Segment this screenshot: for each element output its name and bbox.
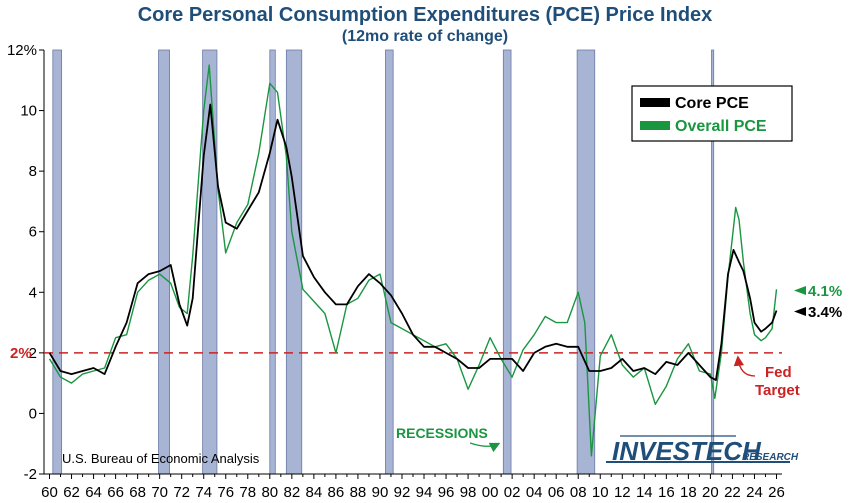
series-lines [48, 64, 778, 457]
recessions-label: RECESSIONS [396, 425, 488, 441]
y-tick-label: 2 [29, 345, 37, 362]
core-last-value: 3.4% [808, 304, 842, 321]
fed-target-arrow [733, 355, 756, 377]
x-tick-label: 68 [129, 484, 146, 501]
y-tick-label: 6 [29, 224, 37, 241]
x-tick-label: 98 [460, 484, 477, 501]
logo-wordmark: INVESTECH [612, 436, 762, 466]
x-tick-label: 60 [41, 484, 58, 501]
y-tick-label: 4 [29, 284, 37, 301]
x-tick-label: 02 [504, 484, 521, 501]
recession-band-7 [576, 49, 596, 475]
x-tick-label: 82 [283, 484, 300, 501]
overall-last-value: 4.1% [808, 283, 842, 300]
logo-subtext: RESEARCH [742, 452, 799, 463]
recession-band-1 [158, 49, 170, 475]
x-tick-label: 16 [658, 484, 675, 501]
x-tick-label: 24 [746, 484, 763, 501]
overall-last-arrow [794, 286, 806, 295]
x-tick-label: 86 [328, 484, 345, 501]
recessions-arrow [469, 442, 501, 453]
chart-subtitle: (12mo rate of change) [341, 28, 509, 45]
x-tick-label: 84 [306, 484, 323, 501]
core-last-arrow [794, 307, 806, 316]
recession-band-5 [385, 49, 394, 475]
y-tick-label: -2 [24, 466, 37, 483]
chart-title: Core Personal Consumption Expenditures (… [137, 4, 713, 26]
x-tick-label: 66 [107, 484, 124, 501]
x-tick-label: 72 [173, 484, 190, 501]
legend: Core PCE Overall PCE [631, 85, 793, 142]
y-tick-label: 8 [29, 163, 37, 180]
x-tick-label: 76 [217, 484, 234, 501]
x-tick-label: 04 [526, 484, 543, 501]
x-tick-label: 22 [724, 484, 741, 501]
investech-logo: INVESTECH RESEARCH [606, 435, 799, 466]
x-tick-label: 14 [636, 484, 653, 501]
x-tick-label: 78 [239, 484, 256, 501]
legend-swatch-core [640, 98, 670, 107]
legend-label-overall: Overall PCE [675, 118, 767, 135]
recession-bands [52, 49, 715, 475]
fed-target-2pct-label: 2% [10, 345, 32, 362]
x-tick-label: 88 [350, 484, 367, 501]
y-tick-label: 0 [29, 405, 37, 422]
x-tick-label: 90 [372, 484, 389, 501]
x-tick-label: 64 [85, 484, 102, 501]
source-note: U.S. Bureau of Economic Analysis [62, 451, 260, 466]
recession-band-3 [269, 49, 276, 475]
y-axis-ticks: -2 0 2 4 6 8 10 12% [7, 42, 44, 483]
x-tick-label: 74 [195, 484, 212, 501]
legend-swatch-overall [640, 121, 670, 130]
x-tick-label: 70 [151, 484, 168, 501]
x-tick-label: 94 [416, 484, 433, 501]
x-tick-label: 92 [394, 484, 411, 501]
x-tick-label: 20 [702, 484, 719, 501]
x-tick-label: 10 [592, 484, 609, 501]
series-line-core-pce [48, 103, 778, 381]
x-tick-label: 18 [680, 484, 697, 501]
y-tick-label: 12% [7, 42, 37, 59]
x-axis-ticks: 60 62 64 66 68 70 72 74 76 78 80 82 84 86 88 90 92 94 96 98… [41, 474, 785, 501]
x-tick-label: 80 [261, 484, 278, 501]
x-tick-label: 96 [438, 484, 455, 501]
x-tick-label: 06 [548, 484, 565, 501]
x-tick-label: 08 [570, 484, 587, 501]
y-tick-label: 10 [20, 103, 37, 120]
recession-band-0 [52, 49, 63, 475]
x-tick-label: 26 [768, 484, 785, 501]
x-tick-label: 62 [63, 484, 80, 501]
recession-band-6 [502, 49, 512, 475]
legend-label-core: Core PCE [675, 95, 749, 112]
fed-target-text-1: Fed [765, 364, 792, 381]
x-tick-label: 12 [614, 484, 631, 501]
x-tick-label: 00 [482, 484, 499, 501]
recession-band-4 [285, 49, 303, 475]
fed-target-text-2: Target [755, 382, 800, 399]
